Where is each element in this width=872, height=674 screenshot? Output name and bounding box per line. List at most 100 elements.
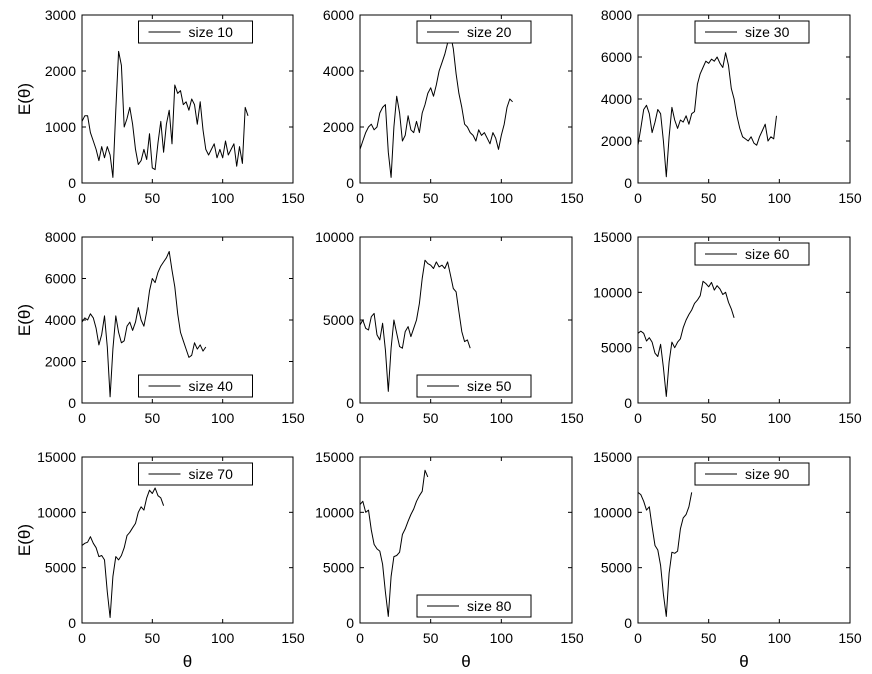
y-tick-label: 10000 [593, 504, 632, 520]
series-line [637, 52, 777, 178]
legend-box [416, 20, 532, 44]
y-tick-label: 2000 [45, 354, 76, 370]
x-axis-label: θ [461, 652, 470, 671]
legend-label: size 70 [189, 466, 234, 482]
series-line [81, 50, 249, 178]
series-line [359, 259, 471, 392]
y-axis-label: E(θ) [15, 83, 34, 115]
x-axis-label: θ [183, 652, 192, 671]
y-tick-label: 8000 [45, 229, 76, 245]
x-tick-label: 150 [281, 410, 305, 426]
y-tick-label: 0 [68, 175, 76, 191]
legend-label: size 10 [189, 24, 234, 40]
y-tick-label: 6000 [323, 7, 354, 23]
x-tick-label: 50 [145, 190, 161, 206]
x-tick-label: 0 [634, 190, 642, 206]
x-tick-label: 100 [490, 630, 514, 646]
y-tick-label: 0 [346, 615, 354, 631]
legend: size 80 [416, 594, 532, 618]
x-tick-label: 50 [423, 190, 439, 206]
y-tick-label: 0 [68, 615, 76, 631]
plot-frame [637, 236, 851, 404]
legend-label: size 30 [745, 24, 790, 40]
y-tick-label: 10000 [315, 229, 354, 245]
y-tick-label: 8000 [601, 7, 632, 23]
x-tick-label: 50 [701, 190, 717, 206]
x-tick-label: 0 [356, 190, 364, 206]
legend-label: size 40 [189, 378, 234, 394]
x-tick-label: 150 [838, 410, 862, 426]
x-tick-label: 100 [211, 410, 235, 426]
legend-box [416, 594, 532, 618]
y-tick-label: 10000 [315, 504, 354, 520]
legend-box [694, 462, 810, 486]
legend-box [694, 242, 810, 266]
y-tick-label: 10000 [593, 284, 632, 300]
series-line [81, 487, 165, 618]
y-tick-label: 15000 [315, 449, 354, 465]
y-tick-label: 5000 [601, 340, 632, 356]
x-tick-label: 150 [281, 190, 305, 206]
y-tick-label: 0 [346, 175, 354, 191]
chart-panel-1: 0 50 100 150 0 1000 2000 3000 size 10 E(θ) [15, 7, 305, 206]
legend-label: size 60 [745, 246, 790, 262]
x-tick-label: 0 [634, 630, 642, 646]
y-tick-label: 5000 [323, 312, 354, 328]
x-tick-label: 0 [356, 630, 364, 646]
series-line [359, 34, 513, 178]
plot-frame [359, 456, 573, 624]
y-axis-label: E(θ) [15, 304, 34, 336]
y-tick-label: 3000 [45, 7, 76, 23]
x-tick-label: 50 [701, 410, 717, 426]
plot-frame [81, 14, 294, 184]
x-tick-label: 100 [211, 630, 235, 646]
x-tick-label: 150 [838, 630, 862, 646]
y-tick-label: 5000 [601, 560, 632, 576]
x-tick-label: 100 [768, 410, 792, 426]
legend: size 70 [138, 462, 253, 486]
x-tick-label: 100 [490, 190, 514, 206]
x-tick-label: 150 [281, 630, 305, 646]
y-tick-label: 6000 [601, 49, 632, 65]
plot-frame [359, 14, 573, 184]
legend-box [138, 462, 253, 486]
x-tick-label: 50 [145, 410, 161, 426]
y-tick-label: 10000 [37, 504, 76, 520]
y-tick-label: 2000 [45, 63, 76, 79]
chart-panel-3: 0 50 100 150 0 2000 4000 6000 8000 size 30 [601, 7, 862, 206]
plot-frame [637, 456, 851, 624]
y-tick-label: 15000 [593, 229, 632, 245]
y-axis-label: E(θ) [15, 524, 34, 556]
legend-label: size 80 [467, 598, 512, 614]
y-tick-label: 5000 [323, 560, 354, 576]
legend: size 20 [416, 20, 532, 44]
y-tick-label: 4000 [601, 91, 632, 107]
x-tick-label: 50 [423, 630, 439, 646]
y-tick-label: 4000 [323, 63, 354, 79]
chart-panel-8: 0 50 100 150 0 5000 10000 15000 size 80 θ [315, 449, 584, 671]
x-tick-label: 100 [490, 410, 514, 426]
chart-panel-2: 0 50 100 150 0 2000 4000 6000 size 20 [323, 7, 584, 206]
x-tick-label: 150 [560, 630, 584, 646]
legend-label: size 90 [745, 466, 790, 482]
y-tick-label: 0 [624, 175, 632, 191]
legend: size 90 [694, 462, 810, 486]
y-tick-label: 0 [68, 395, 76, 411]
legend-label: size 20 [467, 24, 512, 40]
x-tick-label: 0 [78, 190, 86, 206]
series-line [81, 251, 207, 398]
y-tick-label: 15000 [37, 449, 76, 465]
legend-box [138, 20, 253, 44]
chart-panel-4: 0 50 100 150 0 2000 4000 6000 8000 size 40 E(θ) [15, 229, 305, 426]
y-tick-label: 15000 [593, 449, 632, 465]
plot-frame [81, 456, 294, 624]
legend-label: size 50 [467, 378, 512, 394]
y-tick-label: 2000 [323, 119, 354, 135]
x-axis-label: θ [739, 652, 748, 671]
y-tick-label: 4000 [45, 312, 76, 328]
series-line [637, 492, 693, 617]
x-tick-label: 0 [356, 410, 364, 426]
x-tick-label: 150 [838, 190, 862, 206]
legend: size 10 [138, 20, 253, 44]
y-tick-label: 0 [624, 395, 632, 411]
